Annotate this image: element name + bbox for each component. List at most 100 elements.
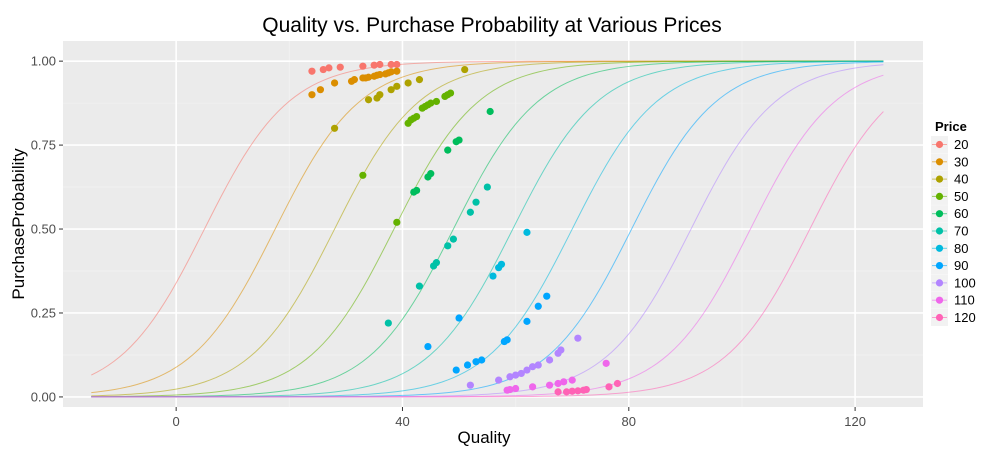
series-30-point [330,79,339,87]
series-70-point [444,242,452,250]
points [308,60,622,396]
plot-panel [63,41,923,407]
series-50-point [427,99,435,107]
series-20-point [387,60,395,69]
x-tick-label: 0 [173,414,180,429]
series-20-point [393,60,401,69]
series-30-point [393,67,401,75]
series-100-point [523,366,531,374]
series-50-point [359,171,367,179]
legend-label: 70 [954,224,968,239]
series-90-point [534,302,542,310]
series-100-point [517,369,525,378]
y-tick-label: 0.75 [31,138,56,153]
series-100-point [512,371,520,379]
series-50-point [393,218,401,226]
legend: Price 20 30 40 50 60 70 80 90 100 110 120 [931,119,976,326]
series-70-point [384,319,392,327]
series-20-point [325,64,333,72]
series-20-point [319,65,327,74]
legend-label: 90 [954,258,968,273]
series-70-point [483,183,491,191]
series-20-point [336,63,344,71]
series-90-point [523,317,531,325]
legend-label: 100 [954,275,976,290]
series-50-point [413,112,421,121]
series-110-point [602,359,610,367]
series-100-point [495,376,503,384]
x-axis: 0 40 80 120 [173,407,866,429]
series-90-point [455,314,463,322]
legend-item-90: 90 [931,257,968,275]
series-60-point [427,170,435,178]
series-40-point [364,96,373,104]
series-20-point [308,67,316,75]
series-60-curve [91,60,884,398]
series-120-point [605,383,613,391]
series-40-point [387,86,395,94]
series-30-point [364,73,373,81]
grid-major [63,41,923,407]
legend-label: 110 [954,293,975,308]
series-80-point [489,272,497,280]
legend-item-60: 60 [931,205,968,223]
legend-point [935,244,944,252]
series-30-point [387,68,395,76]
legend-item-80: 80 [931,239,968,257]
legend-item-70: 70 [931,222,968,240]
legend-label: 30 [954,154,968,169]
legend-item-40: 40 [931,170,968,188]
series-70-point [466,208,474,216]
y-tick-label: 0.50 [31,222,56,237]
legend-item-50: 50 [931,187,968,205]
legend-item-120: 120 [931,309,976,326]
series-40-point [404,79,412,87]
legend-point [935,175,944,183]
series-120-point [613,379,622,388]
legend-item-110: 110 [931,291,975,309]
series-110-point [529,383,537,391]
legend-point [935,192,944,200]
legend-point [935,227,944,235]
series-100-point [506,373,514,381]
series-70-point [449,235,457,243]
x-tick-label: 120 [844,414,866,429]
series-80-point [497,260,506,268]
y-tick-label: 0.00 [31,389,56,404]
legend-item-30: 30 [931,153,968,171]
series-40-point [393,82,401,90]
series-100-point [466,381,474,389]
series-100-point [574,334,582,342]
series-100-point [557,346,565,354]
series-70-point [432,259,441,267]
series-100-point [534,361,542,369]
legend-label: 120 [954,310,976,325]
series-30-point [308,91,316,99]
x-tick-label: 40 [395,414,409,429]
series-90-point [543,292,551,300]
chart-title: Quality vs. Purchase Probability at Vari… [262,14,721,37]
series-120-point [568,387,576,395]
legend-label: 20 [954,137,968,152]
series-20-point [370,61,378,69]
legend-label: 50 [954,189,968,204]
x-tick-label: 80 [622,414,636,429]
series-110-point [560,378,568,386]
legend-point [935,262,944,270]
series-90-point [503,336,511,344]
series-30-point [316,86,325,94]
y-tick-label: 1.00 [31,54,56,69]
series-60-point [413,186,421,195]
legend-item-100: 100 [931,274,976,292]
series-70-point [415,282,424,290]
y-axis-title: PurchaseProbability [9,148,28,300]
series-40-point [415,76,424,84]
series-60-point [444,146,452,154]
series-60-point [486,107,494,116]
series-50-point [446,89,455,97]
series-90-point [424,342,432,351]
x-axis-title: Quality [458,428,511,447]
legend-item-20: 20 [931,136,968,153]
series-40-point [376,91,384,99]
